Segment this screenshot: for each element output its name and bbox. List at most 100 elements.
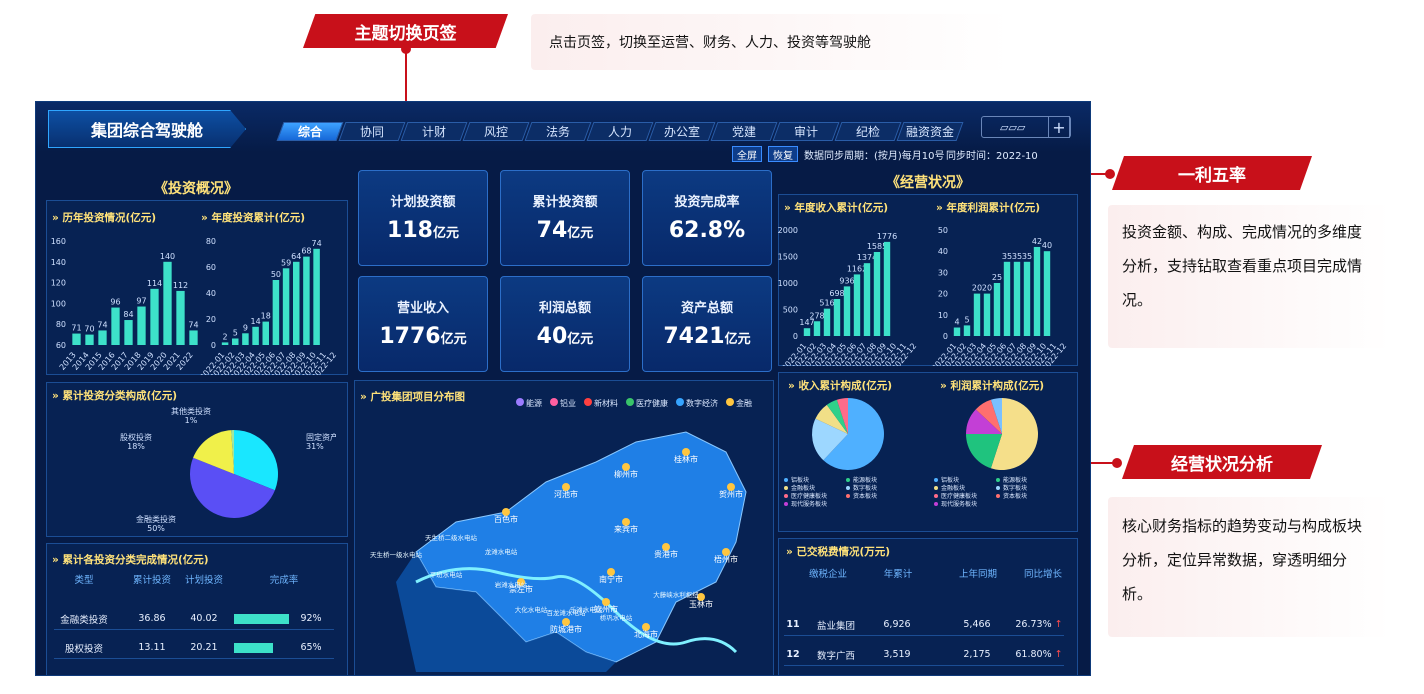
bar[interactable] <box>272 280 280 345</box>
map-legend-item[interactable]: 数字经济 <box>676 398 718 409</box>
pie-slice[interactable] <box>234 430 278 491</box>
growth-value: 61.80% <box>1015 649 1052 660</box>
pie-slice[interactable] <box>990 398 1002 434</box>
project-marker[interactable] <box>722 548 730 556</box>
pie-slice[interactable] <box>836 398 848 434</box>
project-marker[interactable] <box>607 568 615 576</box>
bar[interactable] <box>1043 251 1051 336</box>
project-marker[interactable] <box>682 448 690 456</box>
project-marker[interactable] <box>642 623 650 631</box>
fullscreen-button[interactable]: 全屏 <box>732 146 762 162</box>
bar[interactable] <box>1023 261 1031 336</box>
bar[interactable] <box>72 333 81 345</box>
restore-button[interactable]: 恢复 <box>768 146 798 162</box>
project-marker[interactable] <box>662 543 670 551</box>
map-legend-item[interactable]: 新材料 <box>584 398 618 409</box>
project-marker[interactable] <box>727 483 735 491</box>
tab-1[interactable]: 协同 <box>338 122 406 141</box>
bar[interactable] <box>242 333 249 345</box>
bar[interactable] <box>282 268 290 345</box>
bar[interactable] <box>823 308 831 336</box>
tab-4[interactable]: 法务 <box>524 122 592 141</box>
bar[interactable] <box>1003 261 1011 336</box>
pie-slice[interactable] <box>231 430 234 474</box>
add-tab-button[interactable]: + <box>1048 116 1070 138</box>
project-marker[interactable] <box>622 463 630 471</box>
tab-3[interactable]: 风控 <box>462 122 530 141</box>
bar[interactable] <box>303 256 310 345</box>
bar[interactable] <box>111 307 120 345</box>
bar[interactable] <box>853 274 861 336</box>
bar[interactable] <box>189 330 198 345</box>
pie-slice[interactable] <box>966 434 1002 469</box>
bar[interactable] <box>176 290 185 345</box>
pie-slice[interactable] <box>812 418 848 461</box>
pie-slice[interactable] <box>990 398 1038 470</box>
bar[interactable] <box>973 293 981 336</box>
project-marker[interactable] <box>517 578 525 586</box>
bar[interactable] <box>833 299 841 336</box>
pie-slice[interactable] <box>190 457 275 518</box>
tab-8[interactable]: 审计 <box>772 122 840 141</box>
kpi-card[interactable]: 营业收入 1776亿元 <box>358 276 488 372</box>
bar[interactable] <box>993 283 1001 336</box>
bar[interactable] <box>292 261 300 345</box>
bar[interactable] <box>1033 246 1041 336</box>
map-legend-item[interactable]: 金融 <box>726 398 752 409</box>
kpi-card[interactable]: 计划投资额 118亿元 <box>358 170 488 266</box>
bar[interactable] <box>137 306 146 345</box>
tab-10[interactable]: 融资资金 <box>896 122 964 141</box>
tab-6[interactable]: 办公室 <box>648 122 716 141</box>
tab-2[interactable]: 计财 <box>400 122 468 141</box>
map-legend-item[interactable]: 能源 <box>516 398 542 409</box>
tab-7[interactable]: 党建 <box>710 122 778 141</box>
bar[interactable] <box>231 338 239 346</box>
bar[interactable] <box>221 342 229 345</box>
bar[interactable] <box>163 261 172 345</box>
map-legend-item[interactable]: 铝业 <box>550 398 576 409</box>
bar[interactable] <box>883 241 891 336</box>
table-row[interactable]: 金融类投资 36.86 40.02 92% <box>54 608 334 630</box>
kpi-card[interactable]: 累计投资额 74亿元 <box>500 170 630 266</box>
bar[interactable] <box>252 326 259 345</box>
project-marker[interactable] <box>622 518 630 526</box>
bar[interactable] <box>873 251 881 336</box>
bar[interactable] <box>953 327 961 336</box>
bar[interactable] <box>85 334 94 345</box>
bar[interactable] <box>863 263 871 336</box>
bar[interactable] <box>1013 261 1021 336</box>
pie-slice[interactable] <box>815 404 848 434</box>
tab-5[interactable]: 人力 <box>586 122 654 141</box>
bar[interactable] <box>262 321 270 345</box>
map-legend-item[interactable]: 医疗健康 <box>626 398 668 409</box>
bar[interactable] <box>124 320 133 345</box>
bar[interactable] <box>150 288 159 345</box>
project-marker[interactable] <box>562 483 570 491</box>
pie-slice[interactable] <box>823 398 884 470</box>
pie-slice[interactable] <box>193 430 234 474</box>
tab-0[interactable]: 综合 <box>276 122 344 141</box>
bar[interactable] <box>313 248 320 345</box>
kpi-card[interactable]: 利润总额 40亿元 <box>500 276 630 372</box>
window-controls[interactable]: ▱▱▱ <box>981 116 1071 138</box>
bar[interactable] <box>803 328 811 336</box>
bar[interactable] <box>983 293 991 336</box>
kpi-card[interactable]: 投资完成率 62.8% <box>642 170 772 266</box>
table-row[interactable]: 12 数字广西 3,519 2,175 61.80% ↑ <box>784 644 1064 666</box>
bar[interactable] <box>843 286 851 336</box>
pie-slice[interactable] <box>975 399 1002 434</box>
project-marker[interactable] <box>562 618 570 626</box>
pie-slice[interactable] <box>826 399 848 434</box>
tab-9[interactable]: 纪检 <box>834 122 902 141</box>
bar[interactable] <box>98 330 107 345</box>
bar[interactable] <box>963 325 971 336</box>
project-marker[interactable] <box>697 593 705 601</box>
project-marker[interactable] <box>602 598 610 606</box>
project-marker[interactable] <box>502 508 510 516</box>
bar[interactable] <box>813 321 821 336</box>
table-row[interactable]: 股权投资 13.11 20.21 65% <box>54 637 334 659</box>
kpi-card[interactable]: 资产总额 7421亿元 <box>642 276 772 372</box>
pie-slice[interactable] <box>966 409 1002 434</box>
table-row[interactable]: 11 盐业集团 6,926 5,466 26.73% ↑ <box>784 614 1064 636</box>
